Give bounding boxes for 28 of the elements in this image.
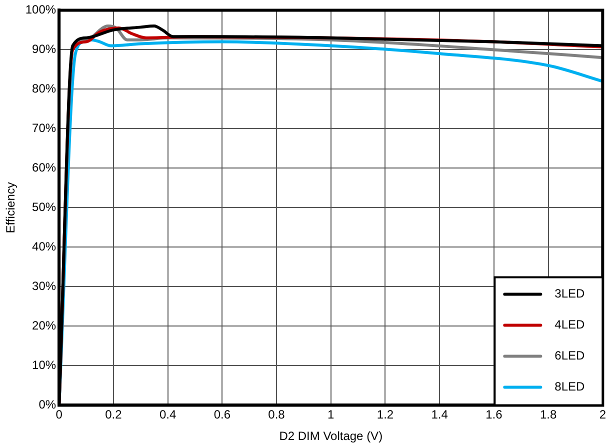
x-tick-label: 0.2	[105, 408, 122, 422]
x-tick-label: 1.8	[540, 408, 557, 422]
y-tick-label: 30%	[32, 279, 56, 294]
x-tick-label: 2	[599, 408, 606, 422]
x-tick-label: 0.6	[214, 408, 231, 422]
y-tick-label: 70%	[32, 121, 56, 136]
y-tick-label: 20%	[32, 318, 56, 333]
y-tick-label: 40%	[32, 240, 56, 254]
y-tick-label: 0%	[38, 398, 56, 412]
y-tick-label: 10%	[32, 358, 56, 372]
x-tick-label: 1	[328, 408, 335, 422]
y-tick-label: 90%	[32, 42, 56, 56]
x-tick-label: 1.6	[486, 408, 503, 422]
x-tick-label: 0.4	[159, 408, 176, 422]
y-tick-label: 100%	[25, 2, 56, 17]
x-tick-label: 0	[56, 408, 63, 422]
x-tick-label: 1.2	[376, 408, 394, 422]
x-tick-label: 1.4	[431, 408, 448, 422]
legend-label: 8LED	[554, 380, 586, 394]
y-tick-label: 60%	[32, 160, 56, 175]
legend-label: 3LED	[554, 286, 586, 301]
x-tick-label: 0.8	[268, 408, 286, 422]
y-tick-label: 50%	[32, 200, 56, 214]
y-axis-title: Efficiency	[4, 182, 18, 234]
legend-label: 6LED	[554, 348, 586, 363]
x-axis-title: D2 DIM Voltage (V)	[279, 429, 383, 444]
legend-label: 4LED	[554, 318, 586, 332]
y-tick-label: 80%	[32, 82, 56, 96]
